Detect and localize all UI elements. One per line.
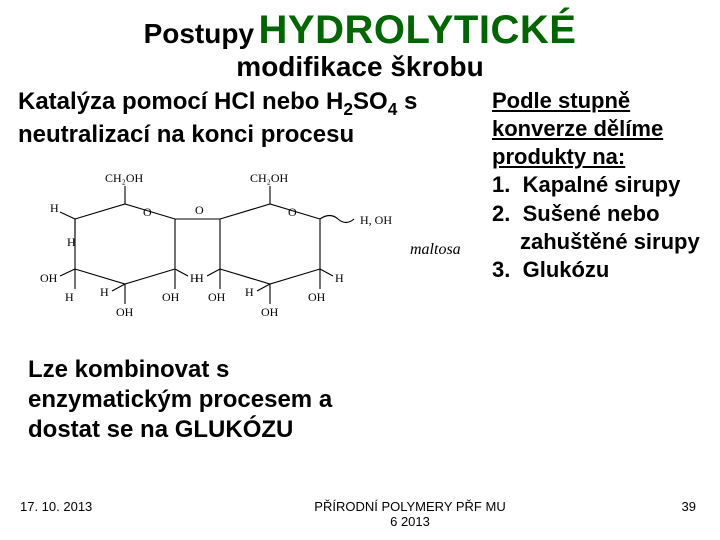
combine-l3: dostat se na GLUKÓZU bbox=[28, 416, 293, 443]
lbl-h-2b: H bbox=[245, 285, 254, 299]
lbl-oh-2b: OH bbox=[261, 305, 279, 319]
catalysis-text: Katalýza pomocí HCl nebo H2SO4 s neutral… bbox=[18, 87, 486, 150]
lbl-oh-1c: OH bbox=[162, 290, 180, 304]
combine-l2: enzymatickým procesem a bbox=[28, 386, 332, 413]
left-column: Katalýza pomocí HCl nebo H2SO4 s neutral… bbox=[18, 87, 492, 445]
lbl-oh-1a: OH bbox=[40, 271, 58, 285]
class-item-1t: Kapalné sirupy bbox=[523, 172, 681, 197]
title-prefix: Postupy bbox=[144, 18, 254, 49]
footer-date: 17. 10. 2013 bbox=[0, 499, 180, 530]
class-item-2n: 2. bbox=[492, 201, 510, 226]
content-area: Katalýza pomocí HCl nebo H2SO4 s neutral… bbox=[0, 83, 720, 445]
class-item-3t: Glukózu bbox=[523, 257, 610, 282]
lbl-oh-1b: OH bbox=[116, 305, 134, 319]
lbl-o-ring1: O bbox=[143, 205, 152, 219]
footer: 17. 10. 2013 PŘÍRODNÍ POLYMERY PŘF MU 6 … bbox=[0, 499, 720, 530]
combine-text: Lze kombinovat s enzymatickým procesem a… bbox=[28, 355, 486, 445]
lbl-h-2c: H bbox=[335, 271, 344, 285]
subtitle: modifikace škrobu bbox=[0, 51, 720, 83]
catalysis-sub1: 2 bbox=[343, 99, 353, 119]
footer-center: PŘÍRODNÍ POLYMERY PŘF MU 6 2013 bbox=[180, 499, 640, 530]
lbl-ch2oh-1: CH₂OH bbox=[105, 171, 144, 185]
lbl-h-1d: H bbox=[100, 285, 109, 299]
lbl-oh-2c: OH bbox=[308, 290, 326, 304]
lbl-water: H, OH bbox=[360, 213, 392, 227]
classification-block: Podle stupně konverze dělíme produkty na… bbox=[492, 87, 702, 284]
lbl-ch2oh-2: CH₂OH bbox=[250, 171, 289, 185]
footer-center-l1: PŘÍRODNÍ POLYMERY PŘF MU bbox=[314, 499, 505, 514]
catalysis-pre: Katalýza pomocí HCl nebo H bbox=[18, 88, 343, 115]
lbl-maltosa: maltosa bbox=[410, 241, 460, 258]
lbl-h-1a: H bbox=[50, 201, 59, 215]
combine-l1: Lze kombinovat s bbox=[28, 356, 229, 383]
lbl-oh-2a: OH bbox=[208, 290, 226, 304]
right-column: Podle stupně konverze dělíme produkty na… bbox=[492, 87, 702, 445]
class-item-1n: 1. bbox=[492, 172, 510, 197]
lbl-o-glyco: O bbox=[195, 203, 204, 217]
lbl-o-ring2: O bbox=[288, 205, 297, 219]
maltose-svg: CH₂OH H H OH H H OH H OH O O CH₂OH O H bbox=[20, 164, 460, 324]
catalysis-sub2: 4 bbox=[388, 99, 398, 119]
title-main: HYDROLYTICKÉ bbox=[259, 8, 577, 52]
title-row: Postupy HYDROLYTICKÉ bbox=[0, 0, 720, 53]
footer-center-l2: 6 2013 bbox=[390, 514, 430, 529]
class-item-3: 3. Glukózu bbox=[492, 256, 702, 284]
lbl-h-1b: H bbox=[67, 235, 76, 249]
footer-page: 39 bbox=[640, 499, 720, 530]
catalysis-mid: SO bbox=[353, 88, 388, 115]
lbl-h-2a: H bbox=[195, 271, 204, 285]
chemical-structure-diagram: CH₂OH H H OH H H OH H OH O O CH₂OH O H bbox=[20, 164, 486, 329]
classification-heading: Podle stupně konverze dělíme produkty na… bbox=[492, 88, 663, 169]
lbl-h-1c: H bbox=[65, 290, 74, 304]
class-item-3n: 3. bbox=[492, 257, 510, 282]
class-item-2: 2. Sušené nebo zahuštěné sirupy bbox=[492, 200, 702, 256]
class-item-2t: Sušené nebo zahuštěné sirupy bbox=[520, 201, 700, 254]
class-item-1: 1. Kapalné sirupy bbox=[492, 171, 702, 199]
